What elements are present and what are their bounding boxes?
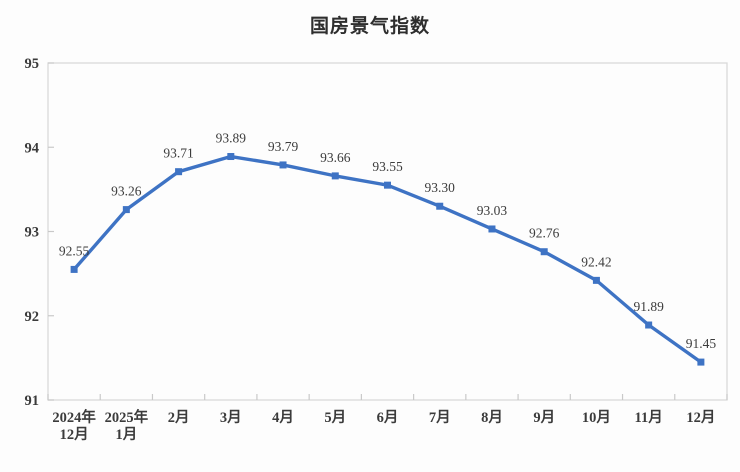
data-label: 93.89 <box>216 131 247 146</box>
data-point-marker <box>175 168 183 176</box>
data-point-marker <box>70 265 78 273</box>
data-point-marker <box>279 161 287 169</box>
data-point-marker <box>122 206 130 214</box>
data-label: 91.89 <box>633 299 664 314</box>
data-label: 92.55 <box>59 243 90 258</box>
data-label: 92.76 <box>529 226 560 241</box>
x-axis-label: 12月 <box>686 409 715 426</box>
x-axis-label: 10月 <box>582 409 611 426</box>
data-label: 93.71 <box>163 146 193 161</box>
x-axis-label: 7月 <box>429 409 451 426</box>
y-axis-label: 92 <box>25 309 40 325</box>
data-point-marker <box>331 172 339 180</box>
data-point-marker <box>697 358 705 366</box>
data-label: 93.66 <box>320 150 351 165</box>
data-label: 93.79 <box>268 139 299 154</box>
data-point-marker <box>645 321 653 329</box>
y-axis-label: 94 <box>25 140 40 156</box>
x-axis-label: 11月 <box>635 409 663 426</box>
data-point-marker <box>592 276 600 284</box>
x-axis-label: 2025年 1月 <box>105 408 149 443</box>
x-axis-label: 6月 <box>377 409 399 426</box>
y-axis-label: 93 <box>25 225 40 241</box>
data-point-marker <box>436 202 444 210</box>
data-point-marker <box>488 225 496 233</box>
x-axis-label: 9月 <box>533 409 555 426</box>
x-axis-label: 4月 <box>272 409 294 426</box>
data-label: 93.03 <box>477 203 508 218</box>
y-axis-label: 95 <box>25 56 40 72</box>
data-label: 93.26 <box>111 184 142 199</box>
data-label: 93.30 <box>425 180 456 195</box>
data-label: 91.45 <box>686 336 717 351</box>
data-point-marker <box>384 181 391 189</box>
chart-title: 国房景气指数 <box>309 16 430 37</box>
data-point-marker <box>540 248 548 256</box>
x-axis-label: 8月 <box>481 409 503 426</box>
y-axis-label: 91 <box>25 393 40 409</box>
plot-border <box>47 62 728 401</box>
x-axis-label: 2024年 12月 <box>52 408 96 443</box>
data-label: 92.42 <box>581 254 611 269</box>
x-axis-label: 3月 <box>220 409 242 426</box>
x-axis-label: 5月 <box>324 409 346 426</box>
x-axis-label: 2月 <box>168 409 190 426</box>
data-label: 93.55 <box>372 159 403 174</box>
data-point-marker <box>227 153 235 161</box>
